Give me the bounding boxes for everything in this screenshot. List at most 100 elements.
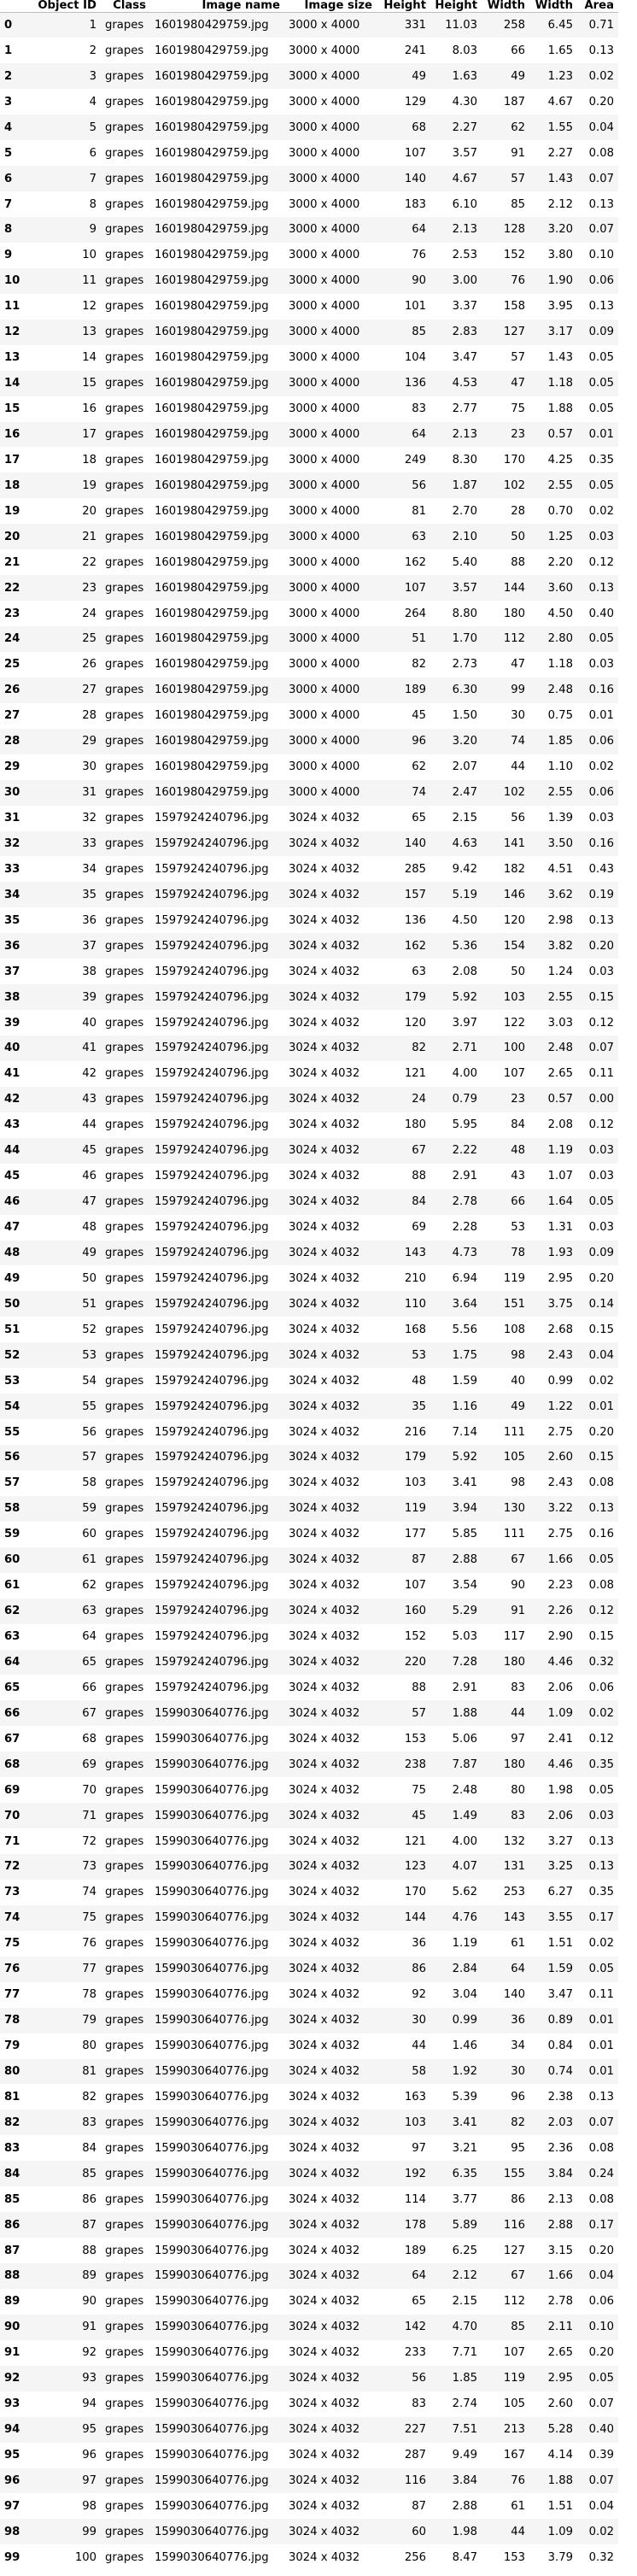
area-cell: 0.71 [588,19,614,32]
image-name-cell: 1599030640776.jpg [155,2064,269,2078]
area-cell: 0.06 [588,786,614,800]
class-cell: grapes [105,607,144,620]
height-cm-cell: 3.00 [452,274,477,288]
row-index: 16 [4,427,20,441]
width-px-cell: 170 [503,453,525,466]
height-px-cell: 142 [404,2321,426,2334]
height-cm-cell: 1.87 [452,478,477,492]
height-px-cell: 285 [404,862,426,876]
object-id-cell: 68 [82,1732,96,1746]
row-index: 73 [4,1886,20,1899]
class-cell: grapes [105,1451,144,1464]
height-cm-cell: 2.74 [452,2397,477,2411]
class-cell: grapes [105,913,144,927]
image-size-cell: 3024 x 4032 [289,1706,360,1720]
width-cm-cell: 3.82 [547,939,573,953]
table-row: 25 26 grapes 1601980429759.jpg 3000 x 4000 82… [0,651,618,678]
row-index: 54 [4,1399,20,1413]
image-name-cell: 1601980429759.jpg [155,684,269,697]
height-cm-cell: 6.30 [452,684,477,697]
width-px-cell: 120 [503,913,525,927]
width-px-cell: 155 [503,2167,525,2180]
object-id-cell: 95 [82,2423,96,2437]
class-cell: grapes [105,300,144,314]
image-size-cell: 3024 x 4032 [289,2115,360,2129]
object-id-cell: 90 [82,2295,96,2309]
width-px-cell: 127 [503,326,525,339]
class-cell: grapes [105,402,144,416]
height-cm-cell: 7.71 [452,2346,477,2360]
width-px-cell: 36 [511,2014,525,2027]
area-cell: 0.13 [588,913,614,927]
area-cell: 0.09 [588,1246,614,1259]
table-row: 17 18 grapes 1601980429759.jpg 3000 x 4000 24… [0,447,618,473]
width-cm-cell: 0.84 [547,2039,573,2053]
object-id-cell: 15 [82,377,96,390]
width-px-cell: 43 [511,1170,525,1183]
image-name-cell: 1597924240796.jpg [155,812,269,825]
image-name-cell: 1599030640776.jpg [155,2244,269,2257]
height-cm-cell: 1.85 [452,2372,477,2385]
height-cm-cell: 2.15 [452,812,477,825]
height-px-cell: 45 [412,1809,426,1822]
width-px-cell: 83 [511,1681,525,1694]
image-size-cell: 3000 x 4000 [289,326,360,339]
height-px-cell: 83 [412,2397,426,2411]
class-cell: grapes [105,1297,144,1311]
width-cm-cell: 2.75 [547,1425,573,1439]
object-id-cell: 61 [82,1553,96,1567]
table-row: 77 78 grapes 1599030640776.jpg 3024 x 4032 92… [0,1981,618,2008]
height-cm-cell: 2.28 [452,1221,477,1235]
row-index: 82 [4,2115,20,2129]
area-cell: 0.20 [588,2244,614,2257]
object-id-cell: 54 [82,1374,96,1388]
width-cm-cell: 4.46 [547,1655,573,1669]
object-id-cell: 24 [82,607,96,620]
area-cell: 0.05 [588,1963,614,1976]
width-px-cell: 119 [503,1271,525,1285]
width-px-cell: 130 [503,1502,525,1516]
height-cm-cell: 2.88 [452,1553,477,1567]
image-size-cell: 3000 x 4000 [289,19,360,32]
area-cell: 0.01 [588,709,614,723]
table-row: 58 59 grapes 1597924240796.jpg 3024 x 4032 11… [0,1495,618,1522]
width-px-cell: 62 [511,120,525,134]
table-row: 53 54 grapes 1597924240796.jpg 3024 x 4032 48… [0,1368,618,1394]
area-cell: 0.13 [588,44,614,57]
width-cm-cell: 1.66 [547,1553,573,1567]
area-cell: 0.17 [588,1911,614,1925]
width-px-cell: 44 [511,1706,525,1720]
width-cm-cell: 1.22 [547,1399,573,1413]
width-cm-cell: 2.11 [547,2321,573,2334]
class-cell: grapes [105,2295,144,2309]
column-header-height-cm: Height [430,0,482,13]
class-cell: grapes [105,478,144,492]
row-index: 12 [4,326,20,339]
height-cm-cell: 2.27 [452,120,477,134]
row-index: 89 [4,2295,20,2309]
image-size-cell: 3024 x 4032 [289,1528,360,1541]
table-row: 97 98 grapes 1599030640776.jpg 3024 x 4032 87… [0,2493,618,2520]
class-cell: grapes [105,1605,144,1618]
object-id-cell: 32 [82,812,96,825]
object-id-cell: 50 [82,1271,96,1285]
image-size-cell: 3024 x 4032 [289,990,360,1004]
width-cm-cell: 1.88 [547,402,573,416]
width-px-cell: 44 [511,2525,525,2538]
width-cm-cell: 2.20 [547,555,573,569]
width-px-cell: 182 [503,862,525,876]
image-name-cell: 1597924240796.jpg [155,1323,269,1336]
height-cm-cell: 4.07 [452,1860,477,1874]
column-header-image-name: Image name [150,0,284,13]
row-index: 90 [4,2321,20,2334]
image-name-cell: 1597924240796.jpg [155,1579,269,1593]
image-size-cell: 3024 x 4032 [289,2449,360,2462]
image-size-cell: 3024 x 4032 [289,1067,360,1081]
image-name-cell: 1597924240796.jpg [155,1093,269,1106]
row-index: 46 [4,1195,20,1209]
table-row: 63 64 grapes 1597924240796.jpg 3024 x 4032 15… [0,1623,618,1650]
width-cm-cell: 4.46 [547,1757,573,1771]
height-cm-cell: 4.00 [452,1834,477,1848]
image-size-cell: 3024 x 4032 [289,1348,360,1362]
height-px-cell: 88 [412,1681,426,1694]
